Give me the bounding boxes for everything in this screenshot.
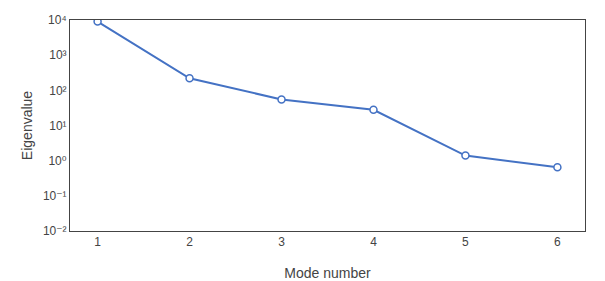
svg-text:10⁴: 10⁴ bbox=[48, 13, 67, 27]
svg-text:Mode number: Mode number bbox=[284, 265, 371, 281]
svg-text:Eigenvalue: Eigenvalue bbox=[19, 91, 35, 160]
svg-text:1: 1 bbox=[94, 235, 101, 249]
svg-text:2: 2 bbox=[186, 235, 193, 249]
svg-text:10¹: 10¹ bbox=[49, 119, 66, 133]
svg-text:10⁻²: 10⁻² bbox=[43, 224, 67, 238]
svg-text:10⁰: 10⁰ bbox=[48, 154, 66, 168]
svg-text:10²: 10² bbox=[49, 84, 66, 98]
svg-text:4: 4 bbox=[370, 235, 377, 249]
svg-text:3: 3 bbox=[278, 235, 285, 249]
svg-text:10³: 10³ bbox=[49, 48, 66, 62]
svg-text:10⁻¹: 10⁻¹ bbox=[43, 189, 67, 203]
svg-text:6: 6 bbox=[554, 235, 561, 249]
svg-text:5: 5 bbox=[462, 235, 469, 249]
